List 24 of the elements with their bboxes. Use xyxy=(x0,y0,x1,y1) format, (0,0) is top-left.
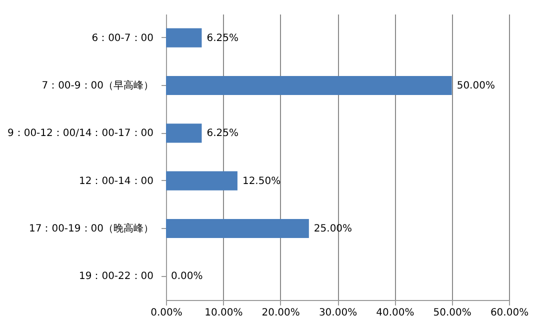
data-label: 50.00% xyxy=(456,80,495,92)
y-tick-label: 6：00-7：00 xyxy=(92,32,154,44)
x-tick-label: 0.00% xyxy=(150,308,182,318)
data-label: 6.25% xyxy=(206,128,239,140)
y-tick-label: 7：00-9：00（早高峰） xyxy=(42,80,154,92)
bar xyxy=(166,76,452,96)
y-tick-label: 17：00-19：00（晚高峰） xyxy=(28,222,154,234)
bar xyxy=(166,171,238,190)
x-tick-label: 60.00% xyxy=(490,308,529,318)
y-tick-label: 9：00-12：00/14：00-17：00 xyxy=(7,128,154,140)
data-label: 25.00% xyxy=(314,224,352,234)
bar xyxy=(166,28,202,48)
data-label: 0.00% xyxy=(171,271,203,282)
bar xyxy=(166,218,309,238)
x-tick-label: 10.00% xyxy=(204,308,243,318)
data-label: 12.50% xyxy=(242,176,281,187)
data-label: 6.25% xyxy=(206,32,239,44)
x-tick-label: 40.00% xyxy=(376,308,414,318)
x-tick-label: 50.00% xyxy=(433,308,472,318)
y-tick-label: 19：00-22：00 xyxy=(78,271,154,282)
x-tick-label: 20.00% xyxy=(262,308,300,318)
x-tick-label: 30.00% xyxy=(318,308,358,318)
bar xyxy=(166,124,202,143)
y-tick-label: 12：00-14：00 xyxy=(78,176,154,187)
